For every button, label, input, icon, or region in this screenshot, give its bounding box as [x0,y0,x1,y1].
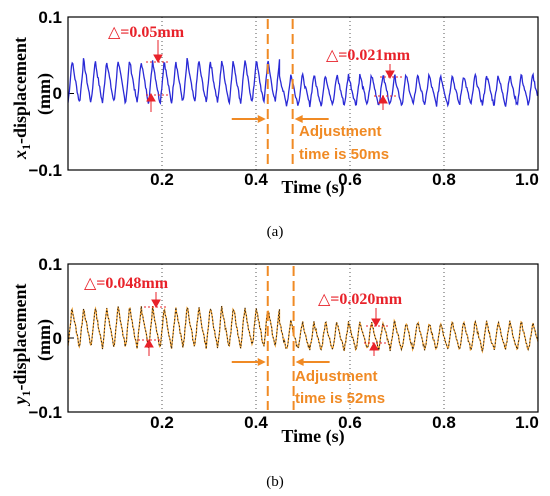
x-tick-label: 0.6 [338,170,362,189]
x-tick-label: 1.0 [515,413,539,432]
y-axis-unit: (mm) [34,319,55,361]
panel-a-caption: (a) [267,224,284,240]
panel-b-series [68,305,538,354]
delta-left-marker [138,292,166,356]
panel-a-adjustment-markers [231,19,329,168]
adjust-label-line2: time is 50ms [299,146,389,163]
panel-a-frame [67,16,539,171]
panel-a-chart: 0.1 0 −0.1 0.2 0.4 0.6 0.8 1.0 Time (s) … [10,8,539,240]
svg-text:x1-displacement: x1-displacement [10,37,33,160]
y-tick-label: 0.1 [38,8,62,27]
delta-right-marker [374,64,404,110]
panel-b-chart: 0.1 0 −0.1 0.2 0.4 0.6 0.8 1.0 Time (s) … [10,255,539,490]
x-tick-label: 0.8 [432,170,456,189]
panel-b-frame [67,263,539,413]
delta-left-marker [146,40,170,112]
series-line [68,305,538,354]
delta-left-label: △=0.048mm [84,275,169,292]
adjustment-arrowhead-right [294,115,303,123]
delta-right-label: △=0.020mm [318,291,403,308]
x-tick-label: 0.6 [338,413,362,432]
x-axis-title: Time (s) [281,426,344,447]
y-axis-title-subscript: 1 [19,144,33,150]
delta-right-label: △=0.021mm [326,47,411,64]
panel-b-adjustment-markers [231,266,330,410]
adjustment-arrowhead-left [257,358,266,366]
y-axis-title-text: -displacement [10,284,30,391]
x-tick-label: 1.0 [515,170,539,189]
adjustment-arrowhead-left [257,115,266,123]
y-axis-title-text: -displacement [10,37,30,144]
adjust-label-line2: time is 52ms [295,390,385,407]
panel-b-caption: (b) [266,474,284,490]
y-axis-title: x1-displacement [10,37,33,160]
y-tick-label: 0 [53,329,62,348]
y-axis-unit: (mm) [34,73,55,115]
adjust-label-line1: Adjustment [295,368,378,385]
y-tick-label: −0.1 [28,403,62,422]
x-tick-label: 0.4 [244,170,268,189]
y-tick-label: 0.1 [38,255,62,274]
panel-a-series [68,57,538,108]
x-tick-label: 0.2 [150,170,174,189]
svg-text:y1-displacement: y1-displacement [10,284,33,407]
delta-left-label: △=0.05mm [108,24,185,41]
delta-right-marker [364,308,388,356]
y-axis-title-subscript: 1 [19,391,33,397]
x-tick-label: 0.4 [244,413,268,432]
y-axis-title-symbol: x [10,150,30,160]
y-axis-title: y1-displacement [10,284,33,407]
adjustment-arrowhead-right [295,358,304,366]
series-line [68,57,538,108]
adjust-label-line1: Adjustment [299,123,382,140]
x-tick-label: 0.2 [150,413,174,432]
y-tick-label: 0 [53,84,62,103]
y-axis-title-symbol: y [10,396,30,407]
series-line-overlay [68,305,538,354]
y-tick-label: −0.1 [28,161,62,180]
x-axis-title: Time (s) [281,177,344,198]
x-tick-label: 0.8 [432,413,456,432]
